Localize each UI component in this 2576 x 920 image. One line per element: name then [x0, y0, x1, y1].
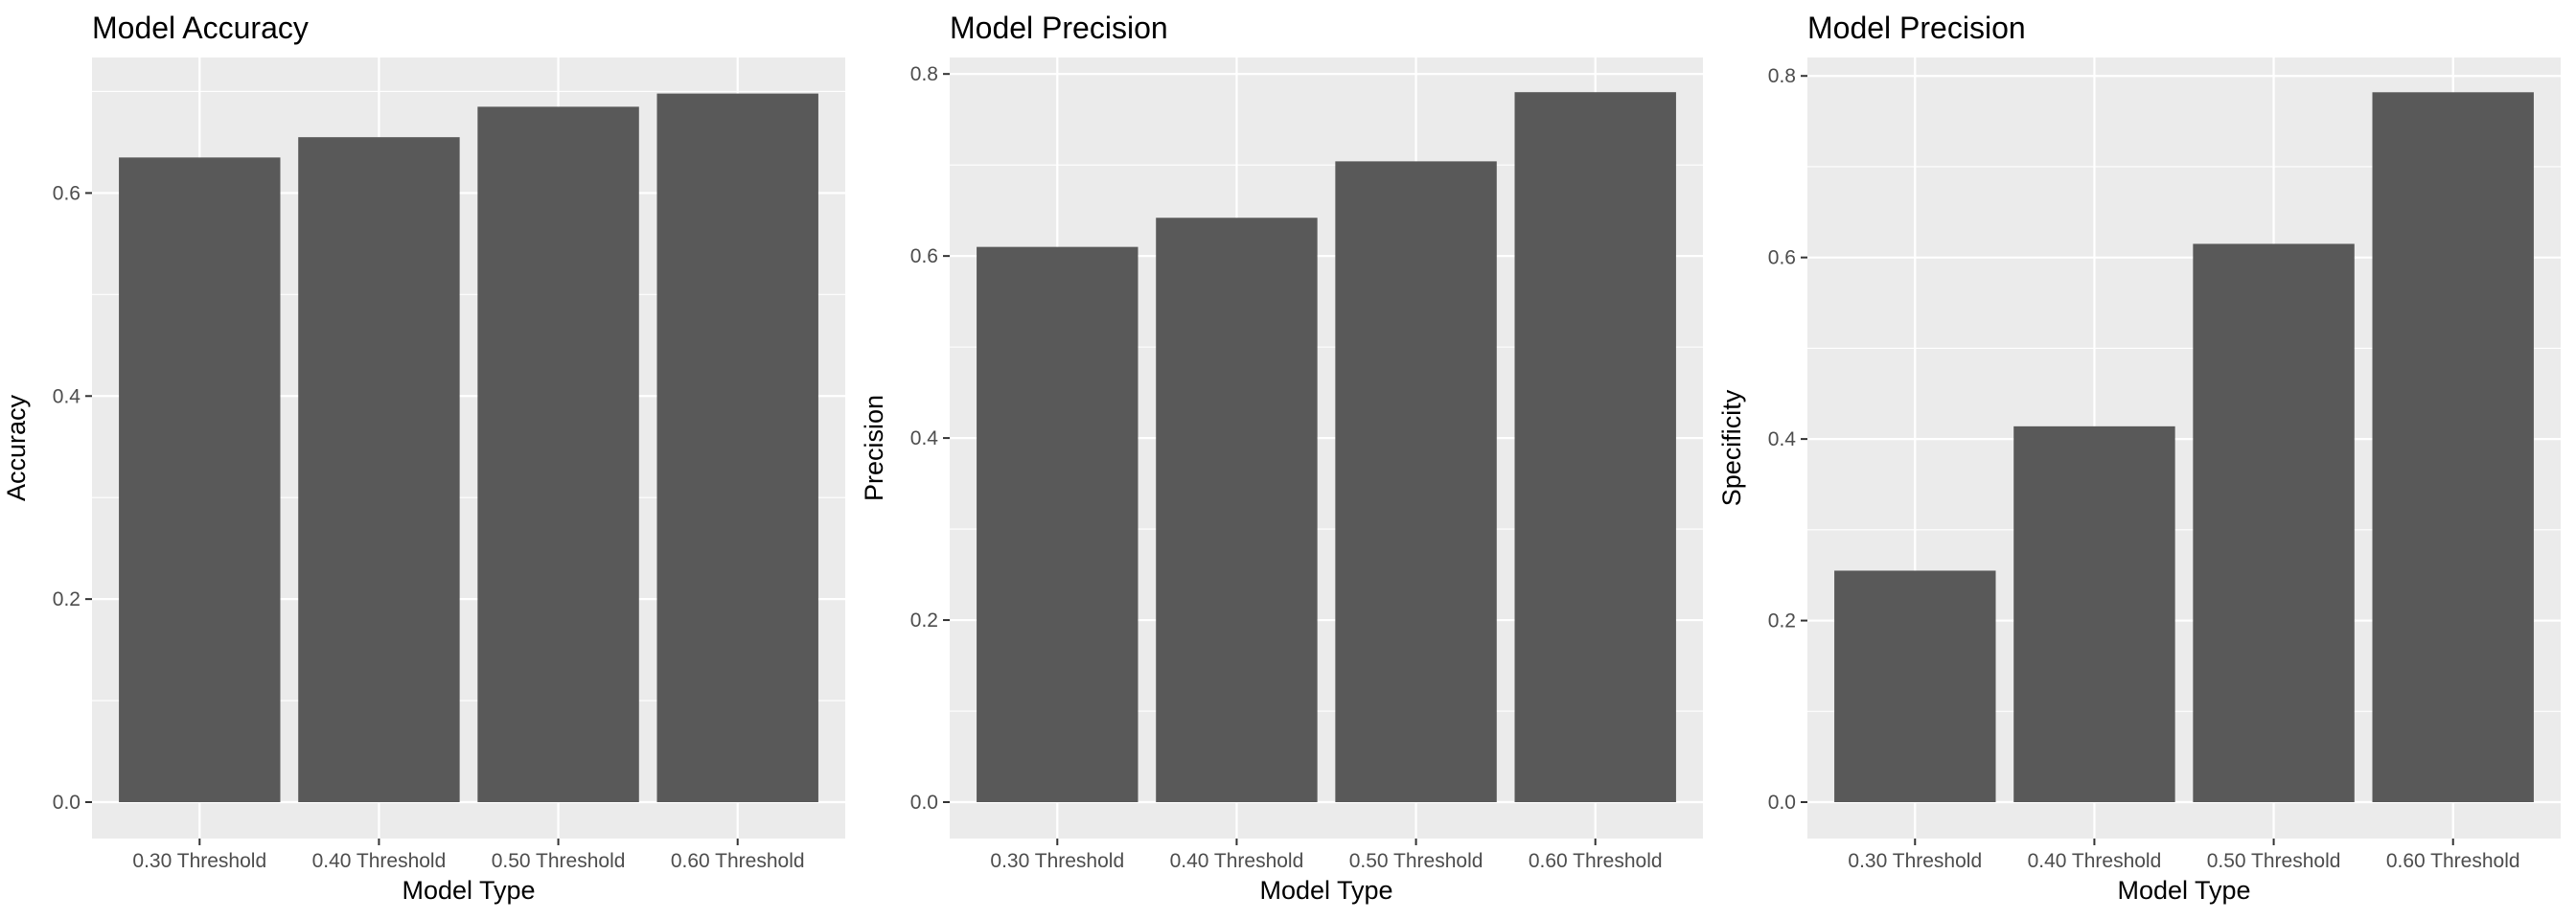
bar	[1834, 570, 1996, 802]
x-tick-label: 0.30 Threshold	[1848, 850, 1982, 872]
bar	[1514, 92, 1676, 803]
bar	[298, 137, 460, 803]
y-tick-label: 0.2	[53, 588, 80, 610]
y-tick-label: 0.4	[1768, 428, 1797, 450]
y-tick-label: 0.6	[1768, 247, 1796, 269]
bar	[119, 157, 281, 803]
x-tick-label: 0.50 Threshold	[1349, 850, 1484, 872]
x-tick-label: 0.30 Threshold	[132, 850, 266, 872]
y-tick-label: 0.4	[910, 427, 939, 449]
x-tick-label: 0.60 Threshold	[1529, 850, 1663, 872]
chart-title: Model Precision	[950, 11, 1168, 45]
chart-title: Model Accuracy	[92, 11, 309, 45]
x-axis-title: Model Type	[2117, 876, 2250, 905]
y-tick-label: 0.0	[1768, 792, 1796, 814]
bar	[656, 93, 818, 802]
y-axis-title: Accuracy	[2, 394, 31, 501]
bar	[977, 246, 1138, 802]
y-tick-label: 0.2	[910, 610, 938, 632]
bar	[1156, 218, 1318, 802]
x-tick-label: 0.60 Threshold	[671, 850, 805, 872]
bar	[477, 106, 639, 802]
x-axis-title: Model Type	[402, 876, 535, 905]
y-tick-label: 0.0	[53, 792, 80, 814]
y-tick-label: 0.6	[53, 182, 80, 204]
chart-panel-3: 0.0 0.2 0.4 0.6 0.8 0.30 Threshold 0.40 Thresh…	[1717, 11, 2561, 905]
y-axis-title: Specificity	[1717, 389, 1746, 506]
chart-panel-2: 0.0 0.2 0.4 0.6 0.8 0.30 Threshold 0.40 Thresh…	[860, 11, 1703, 905]
bar	[2193, 243, 2355, 802]
x-tick-label: 0.40 Threshold	[2028, 850, 2162, 872]
bar	[2013, 426, 2175, 802]
y-tick-label: 0.0	[910, 792, 938, 814]
bar	[2372, 92, 2534, 802]
y-tick-label: 0.8	[1768, 65, 1796, 87]
bar	[1335, 161, 1497, 802]
x-tick-label: 0.50 Threshold	[2207, 850, 2341, 872]
x-axis-title: Model Type	[1259, 876, 1392, 905]
y-tick-label: 0.2	[1768, 610, 1796, 632]
y-tick-label: 0.8	[910, 63, 938, 85]
chart-panel-1: 0.0 0.2 0.4 0.6 0.30 Threshold 0.40 Threshold…	[2, 11, 845, 905]
x-tick-label: 0.60 Threshold	[2386, 850, 2520, 872]
x-tick-label: 0.40 Threshold	[312, 850, 447, 872]
chart-title: Model Precision	[1807, 11, 2026, 45]
x-tick-label: 0.30 Threshold	[990, 850, 1124, 872]
y-axis-title: Precision	[860, 395, 888, 501]
y-tick-label: 0.4	[53, 385, 81, 407]
x-tick-label: 0.40 Threshold	[1170, 850, 1304, 872]
x-tick-label: 0.50 Threshold	[492, 850, 626, 872]
y-tick-label: 0.6	[910, 245, 938, 267]
